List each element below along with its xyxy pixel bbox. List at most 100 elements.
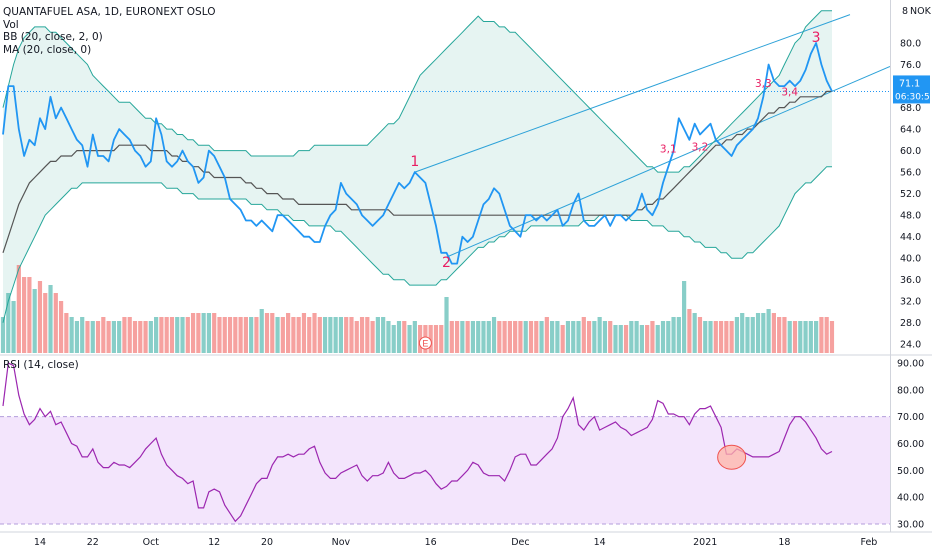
volume-bar — [513, 321, 518, 353]
volume-bar — [602, 321, 608, 353]
symbol-title[interactable]: QUANTAFUEL ASA, 1D, EURONEXT OSLO — [3, 6, 216, 18]
volume-bars — [0, 265, 835, 353]
volume-bar — [682, 281, 687, 353]
volume-bar — [565, 321, 571, 353]
volume-bar — [782, 317, 787, 353]
currency-label[interactable]: NOK — [910, 6, 932, 17]
volume-bar — [217, 317, 222, 353]
volume-bar — [16, 265, 21, 353]
rsi-legend: RSI (14, close) — [3, 359, 79, 372]
volume-bar — [280, 317, 285, 353]
rsi-legend-label[interactable]: RSI (14, close) — [3, 359, 79, 371]
rsi-line — [2, 362, 833, 523]
price-axis-tick: 32.0 — [900, 297, 921, 308]
earnings-marker[interactable] — [418, 336, 432, 350]
volume-bar — [412, 321, 417, 353]
volume-bar — [101, 317, 106, 353]
moving-average-legend[interactable]: MA (20, close, 0) — [3, 43, 92, 56]
time-axis-tick: 12 — [208, 537, 220, 548]
volume-bar — [808, 321, 813, 353]
price-axis-tick: 28.0 — [900, 318, 921, 329]
trend-line-upper — [414, 14, 851, 173]
volume-bar — [639, 325, 644, 353]
volume-bar — [518, 321, 523, 353]
price-axis-tick: 52.0 — [900, 189, 921, 200]
volume-bar — [666, 321, 671, 353]
volume-bar — [365, 317, 370, 353]
time-axis-tick: Nov — [332, 537, 351, 548]
volume-bar — [528, 321, 534, 353]
volume-bar — [132, 321, 138, 353]
time-axis-tick: Dec — [511, 537, 529, 548]
volume-bar — [708, 321, 713, 353]
volume-bar — [307, 317, 312, 353]
wave-label: 3,2 — [692, 141, 709, 153]
price-axis-tick: 56.0 — [900, 168, 921, 179]
wave-label: 4 — [833, 0, 842, 4]
time-axis-tick: 20 — [261, 537, 273, 548]
volume-legend[interactable]: Vol — [3, 18, 19, 31]
last-price-tag — [893, 75, 930, 104]
volume-bar — [560, 325, 565, 353]
volume-bar — [159, 317, 164, 353]
volume-bar — [64, 313, 69, 353]
volume-bar — [523, 321, 528, 353]
volume-bar — [312, 313, 317, 353]
volume-bar — [718, 321, 724, 353]
volume-bar — [608, 321, 613, 353]
volume-bar — [645, 325, 650, 353]
volume-bar — [586, 321, 592, 353]
volume-bar — [792, 321, 798, 353]
volume-bar — [777, 317, 782, 353]
price-axis-tick: 80.0 — [900, 39, 921, 50]
rsi-axis-tick: 80.00 — [897, 385, 924, 396]
volume-bar — [507, 321, 512, 353]
volume-bar — [259, 309, 264, 353]
price-axis-tick: 64.0 — [900, 125, 921, 136]
volume-bar — [243, 317, 248, 353]
volume-bar — [212, 313, 217, 353]
volume-bar — [771, 313, 776, 353]
volume-bar — [74, 321, 80, 353]
volume-bar — [613, 325, 618, 353]
volume-bar — [328, 317, 333, 353]
volume-bar — [581, 317, 586, 353]
volume-bar — [201, 313, 206, 353]
volume-bar — [222, 317, 227, 353]
price-line — [2, 42, 833, 265]
volume-bar — [724, 321, 729, 353]
volume-bar — [713, 321, 718, 353]
time-axis-tick: 16 — [425, 537, 437, 548]
volume-bar — [386, 321, 391, 353]
volume-bar — [148, 321, 153, 353]
volume-bar — [106, 321, 111, 353]
volume-bar — [729, 321, 734, 353]
volume-bar — [344, 317, 349, 353]
price-axis-tick: 24.0 — [900, 340, 921, 351]
wave-label: 3 — [812, 30, 821, 46]
bollinger-legend[interactable]: BB (20, close, 2, 0) — [3, 31, 103, 43]
volume-bar — [439, 325, 444, 353]
volume-bar — [85, 321, 90, 353]
chart-legend: QUANTAFUEL ASA, 1D, EURONEXT OSLO Vol BB… — [3, 6, 215, 56]
volume-bar — [755, 313, 761, 353]
volume-bar — [270, 313, 275, 353]
bollinger-upper-line — [2, 10, 832, 173]
volume-bar — [618, 325, 623, 353]
volume-bar — [550, 321, 555, 353]
time-axis-tick: Oct — [143, 537, 160, 548]
volume-bar — [90, 321, 95, 353]
volume-bar — [745, 317, 750, 353]
countdown-value: 06:30:51 — [895, 92, 932, 102]
price-axis-tick: 36.0 — [900, 275, 921, 286]
volume-bar — [798, 321, 803, 353]
time-axis-tick: 2021 — [693, 537, 717, 548]
volume-bar — [317, 317, 322, 353]
volume-bar — [22, 277, 27, 353]
volume-bar — [11, 301, 16, 353]
volume-bar — [460, 321, 465, 353]
volume-bar — [296, 317, 301, 353]
volume-bar — [117, 321, 122, 353]
volume-bar — [750, 317, 755, 353]
volume-bar — [454, 321, 460, 353]
